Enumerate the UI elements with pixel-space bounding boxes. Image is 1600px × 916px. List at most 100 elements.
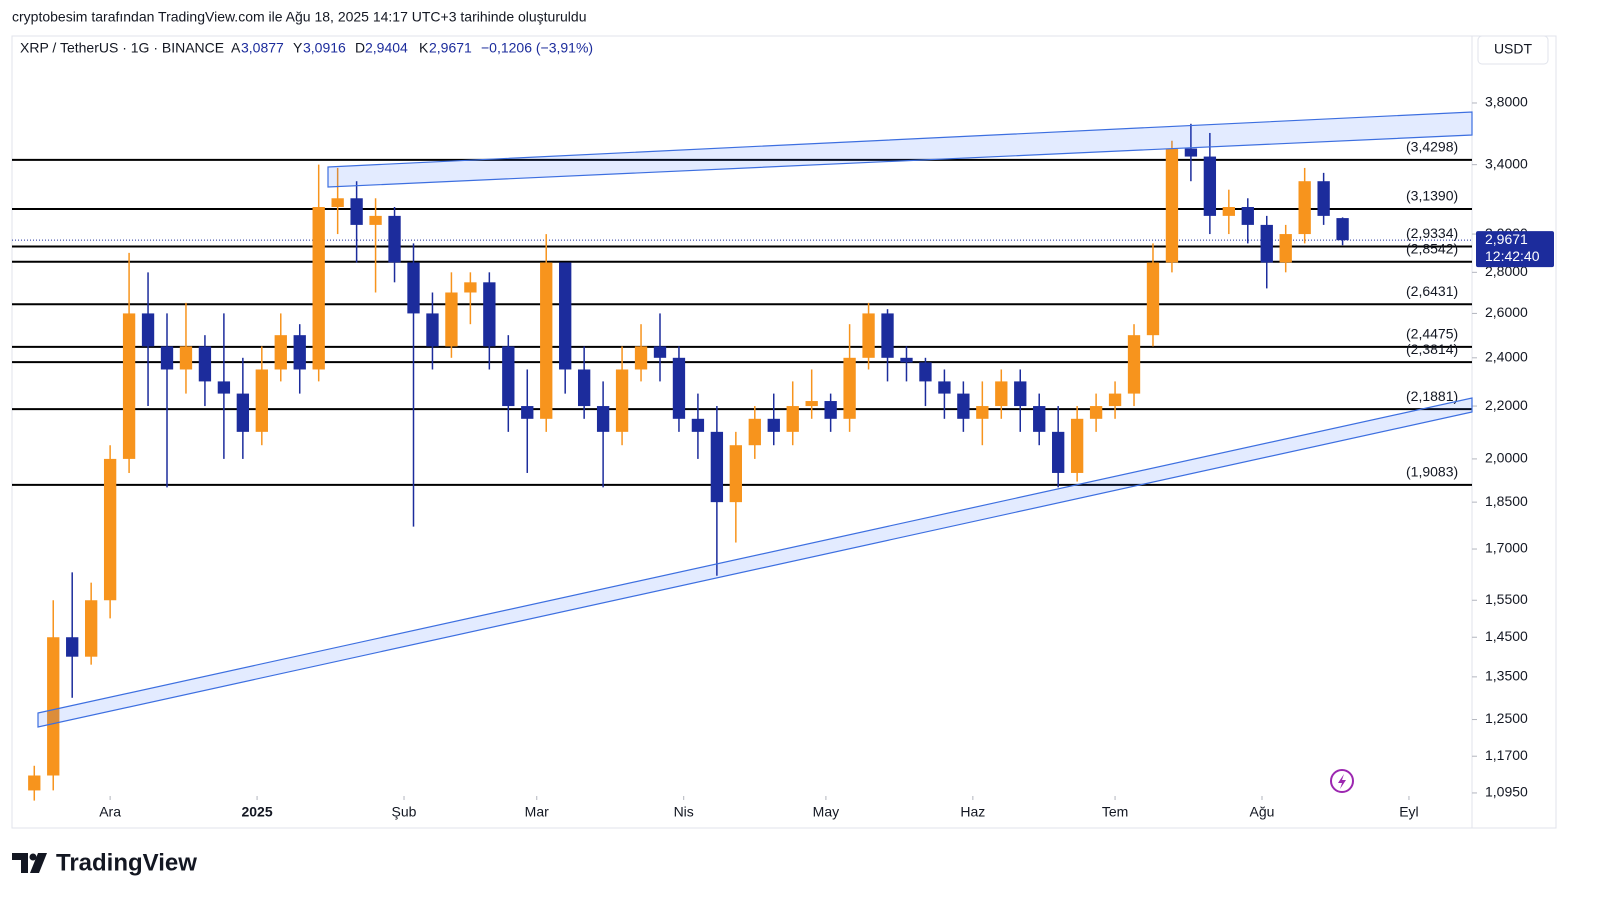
candle (710, 406, 724, 576)
x-tick-label: Tem (1102, 804, 1128, 820)
x-tick-label: Ara (99, 804, 121, 820)
currency-button[interactable] (1477, 35, 1549, 65)
candle (1222, 189, 1235, 235)
candle-body (1184, 148, 1198, 157)
close: 2,9671 (429, 40, 472, 56)
level-label: (2,1881) (1406, 388, 1458, 404)
change: −0,1206 (−3,91%) (481, 40, 593, 56)
candle-body (1089, 406, 1103, 419)
low-key: D (355, 40, 365, 56)
candle-body (843, 357, 856, 419)
y-tick-label: 2,2000 (1485, 397, 1528, 413)
candle (179, 302, 193, 394)
candle (1033, 393, 1046, 446)
y-tick-label: 2,4000 (1485, 349, 1528, 365)
candle (293, 324, 306, 394)
candle-body (729, 445, 742, 503)
candle (47, 600, 60, 791)
legend: XRP / TetherUS · 1G · BINANCE A 3,0877 Y… (20, 40, 593, 56)
candle (691, 393, 705, 459)
candle-body (881, 313, 894, 358)
candle-body (293, 335, 306, 370)
x-tick-label: Eyl (1399, 804, 1418, 820)
last-price-label: 2,9671 (1485, 231, 1528, 247)
candle (369, 198, 382, 293)
last-price-box (1476, 231, 1554, 268)
candle-body (691, 418, 705, 432)
caption: cryptobesim tarafından TradingView.com i… (12, 9, 586, 25)
candle-body (521, 406, 534, 419)
candle-body (1222, 207, 1235, 216)
y-tick-label: 2,6000 (1485, 304, 1528, 320)
candle (426, 292, 439, 370)
candle (843, 324, 856, 432)
x-tick-label: Ağu (1250, 804, 1275, 820)
candle (900, 346, 913, 382)
candle (976, 381, 989, 446)
symbol: XRP / TetherUS · 1G · BINANCE (20, 40, 224, 56)
y-tick-label: 2,0000 (1485, 450, 1528, 466)
candle-body (1279, 234, 1292, 263)
candle (919, 357, 932, 407)
candle-body (217, 381, 231, 394)
candle-body (672, 357, 686, 419)
candle-body (198, 346, 212, 382)
candle (1279, 224, 1292, 273)
candle (445, 272, 458, 358)
countdown: 12:42:40 (1485, 248, 1540, 264)
candle (1184, 123, 1198, 182)
level-label: (2,8542) (1406, 240, 1458, 256)
event-icon[interactable] (1330, 769, 1354, 793)
candle-body (255, 369, 268, 432)
candle-body (312, 207, 325, 370)
candle-body (1108, 393, 1122, 407)
candle-body (1070, 418, 1084, 473)
y-tick-label: 1,4500 (1485, 628, 1528, 644)
candle (1298, 167, 1311, 244)
chart-frame (11, 35, 1557, 829)
candle (1165, 140, 1179, 273)
candle-body (976, 406, 989, 419)
candle (1089, 393, 1103, 432)
candle-body (103, 458, 117, 601)
candle-body (1260, 224, 1273, 263)
candle-body (1033, 406, 1046, 432)
candle (748, 406, 761, 459)
candle (540, 234, 553, 432)
candle (1317, 172, 1330, 225)
candle-body (141, 313, 155, 347)
candle-body (634, 346, 648, 370)
candle-body (1127, 335, 1141, 394)
candle (559, 262, 572, 394)
candle-body (786, 406, 799, 432)
candle-body (938, 381, 951, 394)
candle-body (66, 637, 79, 657)
candle-body (85, 600, 98, 657)
level-label: (3,1390) (1406, 188, 1458, 204)
close-key: K (419, 40, 429, 56)
candle-body (805, 401, 818, 407)
x-tick-label: Nis (674, 804, 694, 820)
candle-body (710, 431, 724, 503)
candle (407, 243, 420, 527)
candle-body (1298, 181, 1311, 235)
y-tick-label: 1,5500 (1485, 591, 1528, 607)
candle (274, 313, 287, 382)
y-tick-label: 1,0950 (1485, 784, 1528, 800)
candle-body (388, 215, 401, 263)
upper-channel (327, 111, 1473, 188)
currency[interactable]: USDT (1494, 41, 1533, 57)
level-label: (2,3814) (1406, 341, 1458, 357)
candle-body (1336, 218, 1349, 241)
candle-body (577, 369, 591, 407)
candle-body (824, 401, 837, 419)
candle (653, 313, 667, 382)
candle-body (862, 313, 875, 358)
candle-body (28, 775, 41, 791)
candle (388, 207, 401, 283)
candle-body (236, 393, 250, 432)
candle (464, 272, 477, 325)
candle (331, 167, 344, 235)
candle-body (1052, 431, 1065, 473)
candle-body (1203, 156, 1217, 216)
